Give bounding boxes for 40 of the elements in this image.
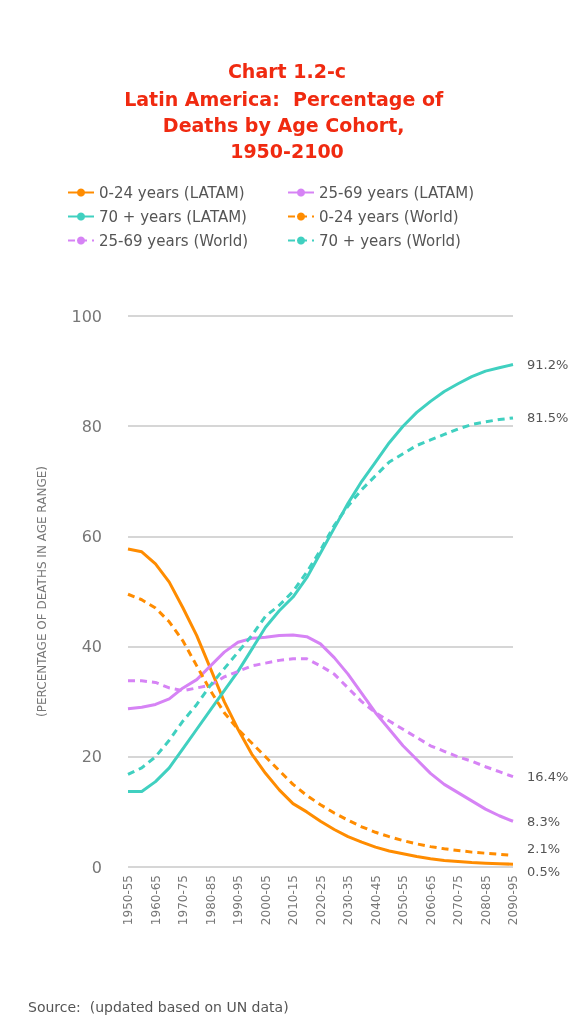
data-label: 0.5% xyxy=(527,863,561,879)
legend-label: 25-69 years (World) xyxy=(99,231,249,250)
legend-label: 70 + years (LATAM) xyxy=(99,207,247,226)
data-label: 2.1% xyxy=(527,840,561,856)
x-tick-label: 1980-85 xyxy=(203,875,218,926)
x-tick-label: 2050-55 xyxy=(396,875,410,926)
source-note: Source: (updated based on UN data) xyxy=(28,999,289,1015)
y-axis-title: (PERCENTAGE OF DEATHS IN AGE RANGE) xyxy=(35,466,49,717)
x-tick-label: 1960-65 xyxy=(148,875,163,926)
y-tick-label: 60 xyxy=(81,526,102,546)
x-tick-label: 2060-65 xyxy=(423,875,438,926)
x-tick-label: 2040-45 xyxy=(368,875,383,926)
chart-subtitle: Latin America: Percentage of Deaths by Age Cohort, 1950-2100 xyxy=(124,88,450,162)
legend-label: 0-24 years (World) xyxy=(319,207,459,226)
x-tick-label: 2000-05 xyxy=(258,875,273,926)
x-tick-label: 2010-15 xyxy=(286,875,300,926)
x-tick-label: 1990-95 xyxy=(231,875,245,926)
data-label: 81.5% xyxy=(527,410,569,426)
chart-title: Chart 1.2-c xyxy=(227,59,347,82)
y-tick-label: 40 xyxy=(81,637,102,657)
x-tick-label: 1970-75 xyxy=(176,875,190,926)
legend-label: 0-24 years (LATAM) xyxy=(99,183,245,202)
line-series xyxy=(126,633,515,823)
y-tick-label: 0 xyxy=(91,857,102,877)
y-tick-label: 100 xyxy=(71,306,102,326)
y-tick-label: 20 xyxy=(81,747,102,767)
x-tick-label: 2020-25 xyxy=(313,875,328,926)
data-label: 8.3% xyxy=(527,813,561,829)
x-tick-label: 1950-55 xyxy=(121,875,135,926)
legend-label: 70 + years (World) xyxy=(319,231,461,250)
line-series xyxy=(126,362,515,794)
x-tick-label: 2080-85 xyxy=(478,875,493,926)
y-tick-label: 80 xyxy=(81,416,102,436)
data-label: 16.4% xyxy=(527,769,569,785)
data-label: 91.2% xyxy=(527,356,569,372)
x-tick-label: 2030-35 xyxy=(341,875,355,926)
legend-label: 25-69 years (LATAM) xyxy=(319,183,475,202)
x-tick-label: 2070-75 xyxy=(451,875,465,926)
line-series xyxy=(126,547,515,866)
x-tick-label: 2090-95 xyxy=(506,875,520,926)
